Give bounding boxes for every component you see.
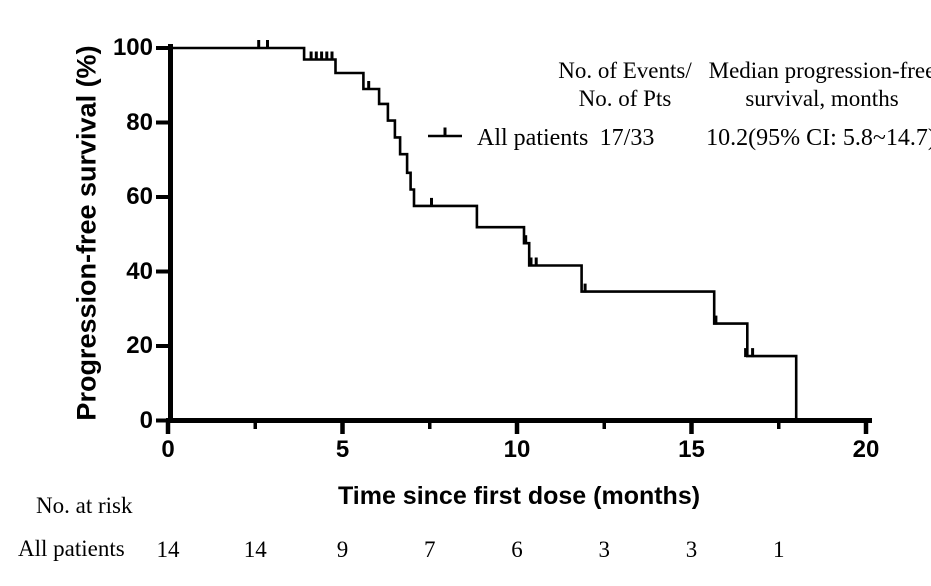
y-tick-label: 40 (126, 257, 153, 285)
median-column-header: Median progression-free survival, months (709, 57, 931, 113)
median-column-header-line1: Median progression-free (708, 58, 931, 83)
y-tick-label: 60 (126, 183, 153, 210)
risk-count-value: 14 (156, 537, 180, 562)
y-tick-label: 100 (112, 34, 153, 61)
risk-count-value: 9 (336, 537, 349, 562)
risk-count-value: 7 (424, 537, 436, 562)
x-axis-title: Time since first dose (months) (337, 482, 701, 510)
median-column-header-line2: survival, months (745, 86, 899, 111)
events-column-header: No. of Events/ No. of Pts (558, 57, 692, 113)
risk-table-row-label: All patients (18, 536, 125, 561)
x-tick-label: 0 (161, 436, 175, 463)
risk-count-value: 6 (511, 537, 523, 562)
y-tick-label: 0 (139, 406, 153, 434)
x-tick-label: 5 (335, 436, 350, 463)
events-column-header-line2: No. of Pts (578, 86, 672, 111)
legend-series-label: All patients (477, 125, 589, 151)
x-tick-label: 20 (852, 436, 880, 463)
risk-count-value: 14 (243, 537, 267, 562)
risk-count-value: 3 (685, 537, 698, 562)
y-tick-label: 80 (126, 108, 153, 136)
x-tick-label: 15 (678, 436, 705, 463)
events-over-pts-value: 17/33 (599, 125, 655, 151)
km-curve-all-patients (170, 46, 798, 421)
events-column-header-line1: No. of Events/ (558, 58, 692, 83)
risk-count-value: 1 (773, 537, 785, 562)
y-tick-label: 20 (126, 332, 153, 359)
x-tick-label: 10 (503, 436, 531, 463)
y-axis-title: Progression-free survival (%) (71, 45, 102, 421)
median-pfs-value: 10.2(95% CI: 5.8~14.7) (706, 125, 931, 151)
risk-table-heading: No. at risk (36, 493, 133, 518)
risk-count-value: 3 (598, 537, 611, 562)
